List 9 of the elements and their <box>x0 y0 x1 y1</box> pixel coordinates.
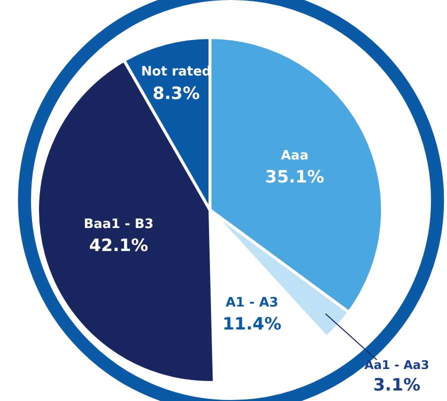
slice-label: Aaa <box>280 148 308 164</box>
slice-label: Aa1 - Aa3 <box>364 358 430 372</box>
data-label: 3.1% <box>373 375 420 396</box>
data-label: 11.4% <box>222 314 282 334</box>
data-label: 42.1% <box>89 236 148 256</box>
slice-label: A1 - A3 <box>226 295 278 310</box>
slice-label: Baa1 - B3 <box>84 216 154 232</box>
data-label: 8.3% <box>152 84 200 104</box>
data-label: 35.1% <box>265 168 324 188</box>
